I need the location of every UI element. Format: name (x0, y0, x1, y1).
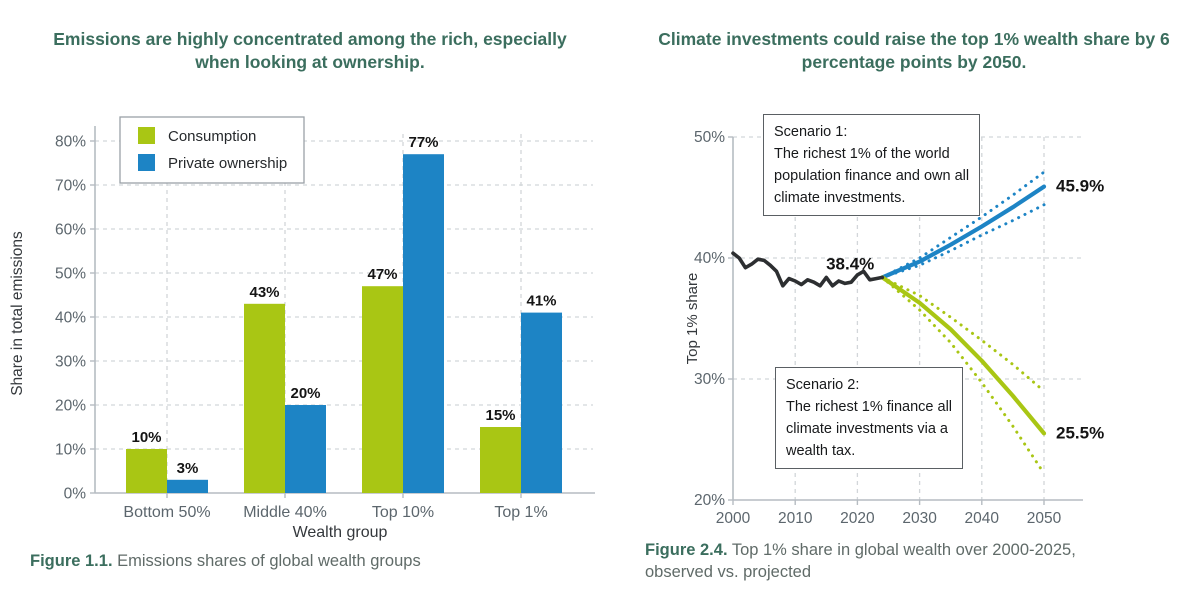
line-y-tick-label: 20% (694, 492, 725, 509)
series-dotted (880, 275, 1046, 475)
bar (244, 303, 285, 493)
left-caption-figure-number: Figure 1.1. (30, 552, 113, 570)
bar-value-label: 41% (526, 293, 556, 310)
bars: 10% 43% 47% 15% 3% 20% 77% 41% (126, 134, 562, 493)
bar-y-tick-label: 80% (55, 134, 86, 151)
bar-x-axis-title: Wealth group (293, 524, 388, 541)
line-x-tick-label: 2010 (778, 510, 813, 527)
line-x-tick-label: 2040 (965, 510, 1000, 527)
line-y-tick-label: 50% (694, 129, 725, 146)
point-value-label: 25.5% (1056, 423, 1104, 442)
bar (521, 312, 562, 493)
bar-y-axis-title: Share in total emissions (9, 231, 26, 396)
bar-y-tick-label: 50% (55, 266, 86, 283)
bar-y-tick-label: 70% (55, 178, 86, 195)
bar-x-tick-label: Top 1% (494, 504, 547, 521)
bar (167, 479, 208, 493)
bar-value-label: 20% (290, 385, 320, 402)
bar-x-tick-label: Bottom 50% (123, 504, 210, 521)
right-caption: Figure 2.4. Top 1% share in global wealt… (645, 540, 1190, 584)
line-x-tick-label: 2050 (1027, 510, 1062, 527)
legend: Consumption Private ownership (119, 116, 305, 184)
series-dotted (880, 170, 1046, 279)
bar (285, 405, 326, 493)
legend-swatch (138, 154, 155, 171)
bar-y-tick-label: 40% (55, 310, 86, 327)
line-x-tick-label: 2000 (716, 510, 751, 527)
right-caption-text: Top 1% share in global wealth over 2000-… (645, 541, 1076, 581)
legend-label: Private ownership (168, 155, 287, 172)
bar-value-label: 47% (367, 266, 397, 283)
bar-value-label: 15% (485, 407, 515, 424)
legend-swatch (138, 127, 155, 144)
bar (362, 286, 403, 493)
series-solid (880, 184, 1047, 280)
series-solid (880, 275, 1047, 436)
line-y-tick-label: 40% (694, 250, 725, 267)
line-series (731, 170, 1047, 475)
left-chart-title: Emissions are highly concentrated among … (53, 29, 567, 73)
point-value-label: 45.9% (1056, 177, 1104, 196)
bar-value-label: 77% (408, 134, 438, 151)
series-dotted (880, 275, 1046, 393)
legend-label: Consumption (168, 128, 256, 145)
bar-y-tick-label: 30% (55, 354, 86, 371)
scenario-1-annotation-box: Scenario 1: The richest 1% of the world … (763, 114, 981, 217)
bar-x-tick-label: Middle 40% (243, 504, 327, 521)
bar-x-tick-label: Top 10% (372, 504, 434, 521)
line-y-tick-label: 30% (694, 371, 725, 388)
line-x-tick-label: 2020 (840, 510, 875, 527)
left-caption-text: Emissions shares of global wealth groups (112, 552, 421, 570)
bar-chart: 0% 10% 20% 30% 40% 50% 60% 70% 80% Bottom 50% Midd… (9, 116, 595, 541)
bar-value-label: 3% (177, 460, 199, 477)
line-y-axis-title: Top 1% share (684, 273, 701, 365)
right-chart-title: Climate investments could raise the top … (658, 29, 1170, 73)
bar-value-label: 10% (131, 429, 161, 446)
bar-y-tick-label: 60% (55, 222, 86, 239)
series-solid_observed (731, 251, 885, 288)
bar-y-tick-label: 20% (55, 398, 86, 415)
line-chart-area: 20% 30% 40% 50% 2000 2010 2020 2030 2040 2050 Top … (640, 105, 1193, 545)
bar-value-label: 43% (249, 284, 279, 301)
bar-y-tick-label: 0% (64, 486, 87, 503)
left-caption: Figure 1.1. Emissions shares of global w… (30, 551, 605, 573)
bar (126, 449, 167, 493)
line-chart: 20% 30% 40% 50% 2000 2010 2020 2030 2040 2050 Top … (684, 129, 1104, 527)
bar (480, 427, 521, 493)
series-dotted (880, 203, 1046, 279)
line-x-tick-label: 2030 (902, 510, 937, 527)
bar-y-tick-label: 10% (55, 442, 86, 459)
bar-chart-area: 0% 10% 20% 30% 40% 50% 60% 70% 80% Bottom 50% Midd… (0, 86, 620, 548)
right-caption-figure-number: Figure 2.4. (645, 541, 728, 559)
bar (403, 154, 444, 493)
point-value-label: 38.4% (826, 254, 874, 273)
scenario-2-annotation-box: Scenario 2: The richest 1% finance all c… (775, 367, 964, 470)
